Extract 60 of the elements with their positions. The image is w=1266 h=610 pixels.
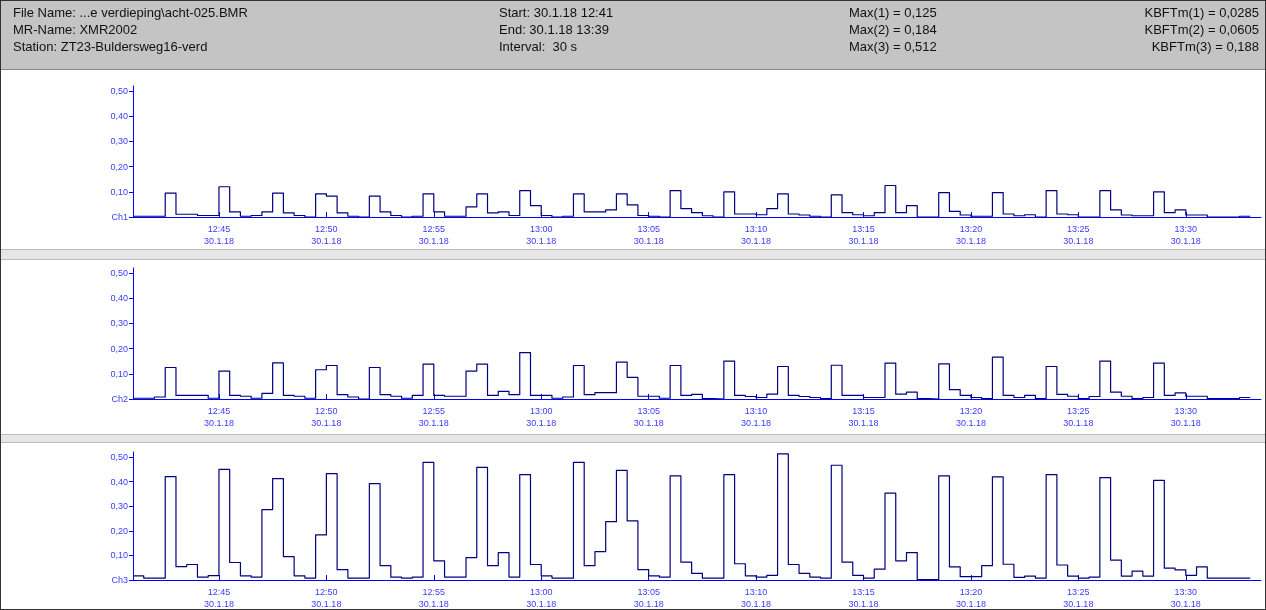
x-tick-label: 12:50 30.1.18	[311, 587, 342, 609]
text: MR-Name: XMR2002	[13, 22, 138, 37]
x-tick-label: 12:55 30.1.18	[418, 406, 449, 428]
y-tick-label: Ch3	[111, 575, 128, 585]
text: Max(2) = 0,184	[849, 22, 937, 37]
x-tick-label: 12:50 30.1.18	[311, 406, 342, 428]
y-tick-label: 0,30	[110, 318, 128, 329]
text: Interval: 30 s	[499, 39, 578, 54]
x-tick-label: 13:20 30.1.18	[955, 224, 986, 246]
x-tick-label: 13:25 30.1.18	[1063, 587, 1094, 609]
text: KBFTm(1) = 0,0285	[1144, 5, 1259, 20]
text: End: 30.1.18 13:39	[499, 22, 609, 37]
x-tick-label: 13:30 30.1.18	[1170, 587, 1201, 609]
x-tick-label: 13:00 30.1.18	[526, 406, 557, 428]
x-tick-label: 13:20 30.1.18	[955, 587, 986, 609]
x-tick-label: 13:10 30.1.18	[741, 587, 772, 609]
text: File Name: ...e verdieping\acht-025.BMR	[13, 5, 248, 20]
y-tick-label: 0,30	[110, 136, 128, 147]
x-tick-label: 12:55 30.1.18	[418, 587, 449, 609]
y-tick-label: 0,10	[110, 550, 128, 561]
text: KBFTm(3) = 0,188	[1151, 39, 1259, 54]
y-tick-label: 0,50	[110, 451, 128, 462]
x-tick-label: 13:30 30.1.18	[1170, 406, 1201, 428]
x-tick-label: 13:20 30.1.18	[955, 406, 986, 428]
y-tick-label: 0,40	[110, 476, 128, 487]
y-tick-label: 0,30	[110, 501, 128, 512]
y-tick-label: 0,50	[110, 268, 128, 278]
y-tick-label: 0,10	[110, 186, 128, 197]
x-tick-label: 13:00 30.1.18	[526, 224, 557, 246]
text: Max(1) = 0,125	[849, 5, 937, 20]
x-tick-label: 12:45 30.1.18	[203, 587, 234, 609]
text: Max(3) = 0,512	[849, 39, 937, 54]
y-tick-label: 0,40	[110, 293, 128, 304]
x-tick-label: 13:25 30.1.18	[1063, 406, 1094, 428]
x-tick-label: 13:10 30.1.18	[741, 406, 772, 428]
x-tick-label: 13:25 30.1.18	[1063, 224, 1094, 246]
y-tick-label: 0,20	[110, 161, 128, 172]
y-tick-label: 0,40	[110, 111, 128, 122]
y-tick-label: 0,20	[110, 343, 128, 354]
x-tick-label: 12:45 30.1.18	[203, 406, 234, 428]
x-tick-label: 12:50 30.1.18	[311, 224, 342, 246]
text: KBFTm(2) = 0,0605	[1144, 22, 1259, 37]
x-tick-label: 13:05 30.1.18	[633, 587, 664, 609]
text: Station: ZT23-Buldersweg16-verd	[13, 39, 208, 54]
x-tick-label: 13:15 30.1.18	[848, 406, 879, 428]
x-tick-label: 12:55 30.1.18	[418, 224, 449, 246]
y-tick-label: Ch2	[111, 394, 128, 404]
x-tick-label: 13:00 30.1.18	[526, 587, 557, 609]
x-tick-label: 13:05 30.1.18	[633, 224, 664, 246]
y-tick-label: 0,50	[110, 86, 128, 96]
x-tick-label: 12:45 30.1.18	[203, 224, 234, 246]
x-tick-label: 13:30 30.1.18	[1170, 224, 1201, 246]
y-tick-label: 0,10	[110, 368, 128, 379]
y-tick-label: 0,20	[110, 525, 128, 536]
y-tick-label: Ch1	[111, 212, 128, 222]
x-tick-label: 13:15 30.1.18	[848, 587, 879, 609]
x-tick-label: 13:05 30.1.18	[633, 406, 664, 428]
x-tick-label: 13:10 30.1.18	[741, 224, 772, 246]
text: Start: 30.1.18 12:41	[499, 5, 614, 20]
x-tick-label: 13:15 30.1.18	[848, 224, 879, 246]
